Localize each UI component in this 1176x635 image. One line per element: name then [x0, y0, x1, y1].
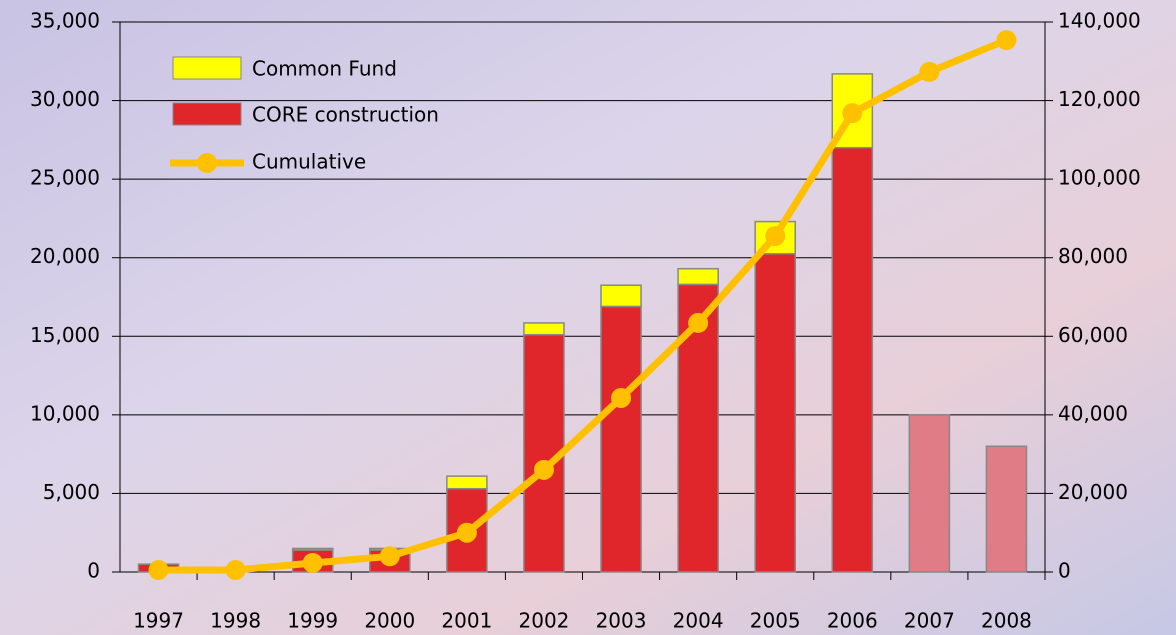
bar — [446, 475, 488, 490]
marker — [765, 226, 786, 247]
x-tick-label: 1998 — [210, 609, 261, 633]
y-tick-label: 30,000 — [30, 87, 100, 111]
legend-marker — [197, 153, 217, 173]
x-tick-label: 2005 — [750, 609, 801, 633]
x-tick-label: 2002 — [519, 609, 570, 633]
y-tick-label: 0 — [87, 559, 100, 583]
marker — [842, 103, 863, 124]
y2-tick-label: 0 — [1058, 559, 1071, 583]
legend-label: CORE construction — [252, 103, 439, 127]
y2-tick-label: 120,000 — [1058, 87, 1141, 111]
legend-label: Cumulative — [252, 150, 366, 174]
x-tick-label: 1997 — [133, 609, 184, 633]
bar — [831, 146, 874, 573]
bar — [600, 284, 642, 308]
marker — [919, 61, 940, 82]
x-tick-label: 2003 — [596, 609, 647, 633]
x-tick-label: 2008 — [981, 609, 1032, 633]
y2-tick-label: 20,000 — [1058, 480, 1128, 504]
bar — [291, 547, 334, 551]
marker — [148, 560, 169, 581]
marker — [533, 459, 554, 480]
bar — [908, 414, 951, 573]
x-tick-label: 2006 — [827, 609, 878, 633]
marker — [302, 552, 323, 573]
legend-swatch — [172, 102, 242, 126]
bar — [600, 305, 642, 573]
y-tick-label: 5,000 — [43, 480, 100, 504]
bar — [754, 253, 797, 573]
legend-swatch — [172, 56, 242, 80]
y-tick-label: 15,000 — [30, 323, 100, 347]
x-tick-label: 2001 — [441, 609, 492, 633]
y-tick-label: 10,000 — [30, 401, 100, 425]
y2-tick-label: 40,000 — [1058, 401, 1128, 425]
y-tick-label: 25,000 — [30, 166, 100, 190]
cumulative-line — [158, 36, 1008, 574]
bar — [985, 445, 1028, 573]
x-tick-label: 2007 — [904, 609, 955, 633]
y2-tick-label: 60,000 — [1058, 323, 1128, 347]
y-tick-label: 20,000 — [30, 244, 100, 268]
y2-tick-label: 100,000 — [1058, 166, 1141, 190]
bar — [677, 267, 719, 286]
marker — [996, 30, 1017, 51]
bar — [523, 322, 565, 336]
marker — [379, 546, 400, 567]
marker — [225, 560, 246, 581]
y-tick-label: 35,000 — [30, 9, 100, 33]
y2-tick-label: 80,000 — [1058, 244, 1128, 268]
marker — [688, 312, 709, 333]
marker — [611, 387, 632, 408]
legend-label: Common Fund — [252, 57, 397, 81]
x-tick-label: 2000 — [364, 609, 415, 633]
x-tick-label: 2004 — [673, 609, 724, 633]
x-tick-label: 1999 — [287, 609, 338, 633]
y2-tick-label: 140,000 — [1058, 9, 1141, 33]
marker — [456, 522, 477, 543]
